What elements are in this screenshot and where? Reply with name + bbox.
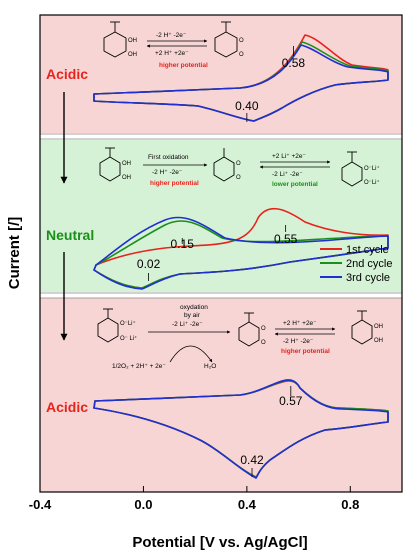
x-tick-label: 0.4 <box>238 497 257 512</box>
panel-label-acidic-top: Acidic <box>46 66 88 82</box>
oh-label: OH <box>122 161 131 167</box>
oli-label: O⁻Li⁺ <box>120 320 136 327</box>
legend: 1st cycle 2nd cycle 3rd cycle <box>320 244 392 284</box>
oh-label: OH <box>128 52 137 58</box>
legend-label-cycle3: 3rd cycle <box>346 272 390 284</box>
plot-frame <box>39 14 403 493</box>
reaction-bot-step2-backward: -2 H⁺ -2e⁻ <box>283 338 314 345</box>
oh-label: OH <box>128 38 137 44</box>
reaction-mid-step2-note: lower potential <box>272 181 318 188</box>
cv-bottom-panel <box>93 379 389 479</box>
oli-label: O⁻ Li⁺ <box>120 335 137 342</box>
cv-top-panel <box>93 34 389 122</box>
lithium-catecholate-molecule-bottom <box>97 308 119 343</box>
cv-top-cycle3 <box>93 44 389 122</box>
legend-label-cycle1: 1st cycle <box>346 244 389 256</box>
reaction-bot-side-reactant: 1/2O₂ + 2H⁺ + 2e⁻ <box>112 363 166 370</box>
x-axis: -0.4 0.0 0.4 0.8 <box>29 486 359 512</box>
reaction-bot-title-1: oxydation <box>180 304 208 311</box>
reaction-middle: OH OH First oxidation -2 H⁺ -2e⁻ higher … <box>99 147 380 188</box>
peak-potential-label: 0.02 <box>137 257 161 271</box>
reaction-mid-step1-note: higher potential <box>150 180 199 187</box>
reaction-top: OH OH -2 H⁺ -2e⁻ +2 H⁺ +2e⁻ higher poten… <box>103 21 244 69</box>
x-tick-label: 0.8 <box>341 497 359 512</box>
peak-potential-label: 0.40 <box>235 99 259 113</box>
y-axis-title: Current [/] <box>6 217 23 290</box>
legend-label-cycle2: 2nd cycle <box>346 258 392 270</box>
reaction-mid-step2-forward: +2 Li⁺ +2e⁻ <box>272 153 307 160</box>
quinone-molecule-middle <box>213 148 235 182</box>
o-label: O <box>239 52 244 58</box>
reaction-top-backward: +2 H⁺ +2e⁻ <box>155 50 189 57</box>
peak-potential-label: 0.15 <box>171 237 195 251</box>
oh-label: OH <box>374 324 383 330</box>
reaction-mid-step1: -2 H⁺ -2e⁻ <box>152 169 183 176</box>
panel-label-acidic-bottom: Acidic <box>46 399 88 415</box>
reaction-mid-step2-backward: -2 Li⁺ -2e⁻ <box>272 171 303 178</box>
panel-acidic-top-bg <box>40 15 402 133</box>
reaction-top-note: higher potential <box>159 62 208 69</box>
quinone-molecule-top <box>214 21 238 58</box>
catechol-molecule-bottom <box>351 310 373 345</box>
x-axis-title: Potential [V vs. Ag/AgCl] <box>132 534 307 551</box>
peak-potential-label: 0.42 <box>240 453 264 467</box>
oh-label: OH <box>122 175 131 181</box>
reaction-top-forward: -2 H⁺ -2e⁻ <box>156 32 187 39</box>
peak-potential-label: 0.58 <box>282 56 306 70</box>
reaction-bottom: O⁻Li⁺ O⁻ Li⁺ oxydation by air -2 Li⁺ -2e… <box>97 304 383 370</box>
cv-middle-panel <box>93 207 389 290</box>
peak-potential-label: 0.55 <box>274 232 298 246</box>
o-label: O <box>261 326 266 332</box>
reaction-mid-step1-title: First oxidation <box>148 154 189 161</box>
peak-annotations: 0.58 0.40 0.15 0.55 0.02 0.57 0.42 <box>137 46 305 477</box>
catechol-molecule-top <box>103 21 127 58</box>
oli-label: O⁻Li⁺ <box>364 179 380 186</box>
reaction-bot-step2-forward: +2 H⁺ +2e⁻ <box>283 320 317 327</box>
catechol-molecule-middle <box>99 147 121 182</box>
lithium-catecholate-molecule-middle <box>341 151 363 187</box>
cv-bottom-cycle3 <box>93 379 389 479</box>
cv-middle-cycle3 <box>93 216 389 290</box>
panel-label-neutral: Neutral <box>46 227 94 243</box>
x-tick-label: 0.0 <box>134 497 152 512</box>
oli-label: O⁻Li⁺ <box>364 165 380 172</box>
o-label: O <box>236 161 241 167</box>
quinone-molecule-bottom <box>238 312 260 347</box>
peak-potential-label: 0.57 <box>279 394 303 408</box>
reaction-bot-step1: -2 Li⁺ -2e⁻ <box>172 321 203 328</box>
x-tick-label: -0.4 <box>29 497 52 512</box>
reaction-bot-side-product: H₂O <box>204 363 216 370</box>
o-label: O <box>236 175 241 181</box>
reaction-bot-title-2: by air <box>184 312 201 319</box>
reaction-bot-step2-note: higher potential <box>281 348 330 355</box>
o-label: O <box>261 340 266 346</box>
oh-label: OH <box>374 338 383 344</box>
o-label: O <box>239 38 244 44</box>
